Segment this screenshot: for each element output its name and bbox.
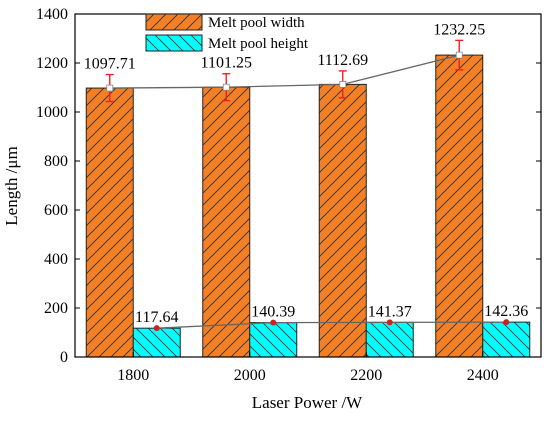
data-label: 1097.71: [84, 56, 136, 73]
trend-line-0: [109, 54, 460, 89]
y-tick-label: 1000: [36, 104, 68, 121]
data-label: 117.64: [135, 309, 178, 326]
x-tick-label: 2200: [350, 367, 382, 384]
y-tick-label: 600: [44, 202, 68, 219]
data-label: 1112.69: [317, 52, 368, 69]
x-tick-label: 1800: [117, 367, 149, 384]
legend-label-0: Melt pool width: [208, 15, 305, 31]
bar-height-2200: [365, 321, 414, 358]
bar-height-1800: [132, 327, 181, 358]
y-axis-title: Length /μm: [2, 146, 21, 225]
x-axis-title: Laser Power /W: [252, 393, 363, 412]
trend-marker: [106, 84, 114, 92]
y-tick-label: 800: [44, 153, 68, 170]
trend-marker: [222, 83, 230, 91]
legend-label-1: Melt pool height: [208, 36, 309, 52]
bar-width-2000: [202, 86, 251, 358]
y-tick-label: 400: [44, 251, 68, 268]
bar-width-2200: [318, 83, 367, 358]
trend-line-1: [156, 321, 507, 329]
x-tick-label: 2400: [467, 367, 499, 384]
trend-marker: [503, 319, 510, 326]
y-tick-label: 200: [44, 300, 68, 317]
data-label: 1101.25: [201, 55, 252, 72]
bar-width-1800: [85, 87, 134, 358]
trend-marker: [455, 51, 463, 59]
bar-width-2400: [435, 54, 484, 358]
trend-marker: [270, 319, 277, 326]
data-label: 1232.25: [433, 21, 485, 38]
plot-frame: [74, 13, 542, 358]
y-tick-label: 0: [60, 349, 68, 366]
bar-height-2000: [249, 322, 298, 358]
data-label: 142.36: [484, 303, 528, 320]
trend-marker: [153, 325, 160, 332]
y-tick-label: 1200: [36, 55, 68, 72]
data-label: 141.37: [368, 303, 412, 320]
trend-marker: [339, 80, 347, 88]
legend-swatch-0: [145, 13, 203, 31]
y-tick-label: 1400: [36, 6, 68, 23]
bar-height-2400: [482, 321, 531, 358]
trend-marker: [386, 319, 393, 326]
data-label: 140.39: [251, 304, 295, 321]
legend-swatch-1: [145, 34, 203, 52]
x-tick-label: 2000: [234, 367, 266, 384]
